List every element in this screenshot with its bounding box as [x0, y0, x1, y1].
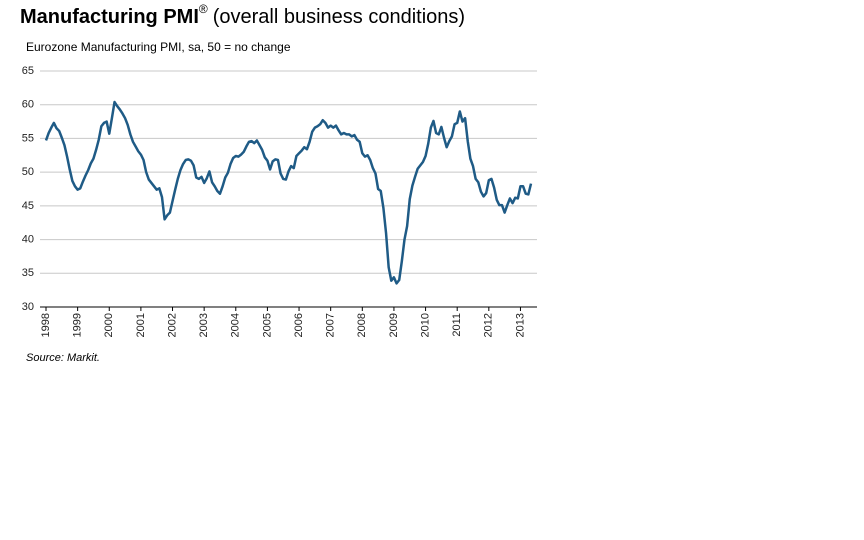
x-tick-label: 2012	[483, 313, 495, 337]
y-tick-label: 55	[22, 132, 34, 144]
y-tick-label: 40	[22, 233, 34, 245]
x-tick-label: 2000	[103, 313, 115, 337]
x-tick-label: 2011	[451, 313, 463, 337]
x-tick-label: 2010	[419, 313, 431, 337]
y-tick-label: 30	[22, 301, 34, 313]
x-tick-label: 2001	[135, 313, 147, 337]
x-tick-label: 2004	[230, 313, 242, 337]
title-superscript: ®	[199, 2, 208, 16]
source: Source: Markit.	[26, 352, 100, 364]
x-tick-label: 2006	[293, 313, 305, 337]
x-tick-label: 2008	[356, 313, 368, 337]
y-tick-label: 65	[22, 65, 34, 77]
pmi-line	[44, 100, 533, 285]
y-tick-label: 45	[22, 200, 34, 212]
chart-title: Manufacturing PMI® (overall business cond…	[20, 2, 465, 28]
subtitle: Eurozone Manufacturing PMI, sa, 50 = no …	[26, 40, 291, 54]
title-suffix: (overall business conditions)	[213, 6, 465, 28]
y-tick-label: 60	[22, 99, 34, 111]
x-tick-label: 2013	[514, 313, 526, 337]
y-tick-label: 50	[22, 166, 34, 178]
x-tick-label: 1999	[72, 313, 84, 337]
title-main: Manufacturing PMI	[20, 6, 199, 28]
x-tick-label: 2003	[198, 313, 210, 337]
x-tick-label: 2002	[166, 313, 178, 337]
x-tick-label: 2007	[325, 313, 337, 337]
x-tick-label: 1998	[40, 313, 52, 337]
x-tick-label: 2009	[388, 313, 400, 337]
y-tick-label: 35	[22, 267, 34, 279]
x-tick-label: 2005	[261, 313, 273, 337]
